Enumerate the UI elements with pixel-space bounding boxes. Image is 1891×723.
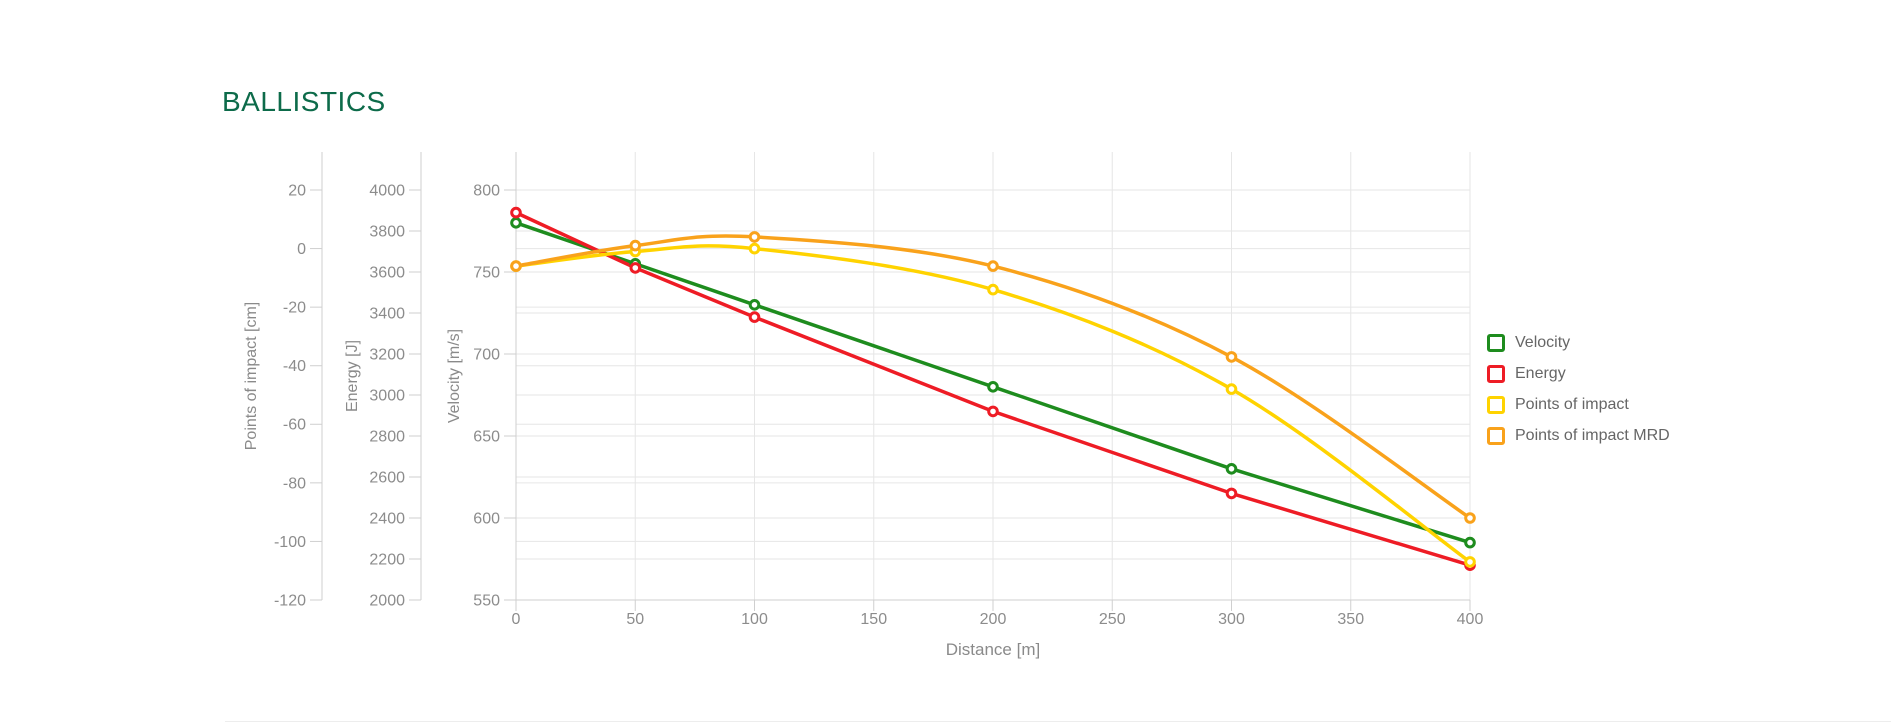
x-tick-label: 100 <box>741 611 768 628</box>
legend-item-points-of-impact-mrd[interactable]: Points of impact MRD <box>1487 427 1670 445</box>
y-tick-label-velocity: 650 <box>473 428 500 445</box>
legend-label-velocity: Velocity <box>1515 334 1571 351</box>
y-tick-label-velocity: 800 <box>473 182 500 199</box>
x-tick-label: 200 <box>980 611 1007 628</box>
legend-item-velocity[interactable]: Velocity <box>1487 334 1670 352</box>
y-tick-label-poi: -60 <box>283 417 306 434</box>
x-tick-label: 50 <box>626 611 644 628</box>
y-tick-label-energy: 2600 <box>369 469 405 486</box>
y-tick-label-energy: 2800 <box>369 428 405 445</box>
y-tick-label-energy: 3200 <box>369 346 405 363</box>
y-axis-title-poi: Points of impact [cm] <box>243 302 260 451</box>
series-marker-points-of-impact-200[interactable] <box>987 283 999 296</box>
y-axis-title-velocity: Velocity [m/s] <box>446 329 463 423</box>
y-tick-label-velocity: 550 <box>473 592 500 609</box>
series-marker-velocity-200[interactable] <box>987 381 999 393</box>
series-marker-points-of-impact-mrd-400[interactable] <box>1464 512 1476 524</box>
legend-item-points-of-impact[interactable]: Points of impact <box>1487 396 1670 414</box>
series-marker-points-of-impact-mrd-200[interactable] <box>987 260 999 272</box>
y-tick-label-energy: 3600 <box>369 264 405 281</box>
x-axis-title: Distance [m] <box>946 640 1040 659</box>
x-tick-label: 150 <box>860 611 887 628</box>
y-tick-label-energy: 3000 <box>369 387 405 404</box>
series-marker-energy-300[interactable] <box>1225 487 1238 500</box>
series-marker-velocity-400[interactable] <box>1464 536 1476 549</box>
legend-label-points-of-impact: Points of impact <box>1515 396 1629 413</box>
legend-label-points-of-impact-mrd: Points of impact MRD <box>1515 427 1670 444</box>
series <box>510 206 1476 572</box>
series-marker-points-of-impact-mrd-100[interactable] <box>748 231 761 243</box>
bottom-divider <box>225 721 1891 722</box>
series-marker-energy-50[interactable] <box>629 262 642 274</box>
series-marker-velocity-300[interactable] <box>1225 463 1238 475</box>
y-tick-label-poi: -20 <box>283 300 306 317</box>
series-marker-velocity-0[interactable] <box>510 217 522 229</box>
x-tick-label: 350 <box>1337 611 1364 628</box>
y-tick-label-energy: 3800 <box>369 223 405 240</box>
legend-item-energy[interactable]: Energy <box>1487 365 1670 383</box>
y-tick-label-poi: -80 <box>283 475 306 492</box>
series-marker-points-of-impact-mrd-300[interactable] <box>1225 351 1238 363</box>
y-tick-label-velocity: 750 <box>473 264 500 281</box>
series-marker-velocity-100[interactable] <box>748 299 761 311</box>
y-tick-label-poi: -40 <box>283 358 306 375</box>
x-tick-label: 0 <box>512 611 521 628</box>
series-marker-points-of-impact-300[interactable] <box>1225 383 1238 395</box>
legend-swatch-points-of-impact-icon <box>1487 396 1505 414</box>
y-tick-label-poi: 20 <box>288 182 306 199</box>
series-marker-points-of-impact-100[interactable] <box>748 242 761 255</box>
y-tick-label-velocity: 600 <box>473 510 500 527</box>
series-marker-energy-0[interactable] <box>510 206 522 219</box>
chart-legend: Velocity Energy Points of impact Points … <box>1487 334 1670 445</box>
gridlines <box>515 152 1471 601</box>
y-axis-title-energy: Energy [J] <box>344 340 361 412</box>
legend-label-energy: Energy <box>1515 365 1566 382</box>
series-marker-points-of-impact-400[interactable] <box>1464 556 1476 568</box>
y-tick-label-energy: 4000 <box>369 182 405 199</box>
y-tick-label-energy: 3400 <box>369 305 405 322</box>
x-tick-label: 250 <box>1099 611 1126 628</box>
x-tick-label: 400 <box>1457 611 1484 628</box>
y-tick-label-poi: -120 <box>274 592 306 609</box>
series-marker-energy-100[interactable] <box>748 311 761 323</box>
series-marker-points-of-impact-mrd-50[interactable] <box>629 239 642 252</box>
y-tick-label-energy: 2200 <box>369 551 405 568</box>
legend-swatch-velocity-icon <box>1487 334 1505 352</box>
series-line-energy[interactable] <box>514 210 1472 567</box>
y-tick-label-energy: 2400 <box>369 510 405 527</box>
series-marker-energy-200[interactable] <box>987 405 999 418</box>
series-marker-points-of-impact-mrd-0[interactable] <box>510 260 522 272</box>
page-title: BALLISTICS <box>222 86 386 117</box>
legend-swatch-energy-icon <box>1487 365 1505 383</box>
y-tick-label-velocity: 700 <box>473 346 500 363</box>
y-tick-label-energy: 2000 <box>369 592 405 609</box>
x-tick-label: 300 <box>1218 611 1245 628</box>
y-tick-label-poi: -100 <box>274 534 306 551</box>
y-tick-label-poi: 0 <box>297 241 306 258</box>
legend-swatch-points-of-impact-mrd-icon <box>1487 427 1505 445</box>
